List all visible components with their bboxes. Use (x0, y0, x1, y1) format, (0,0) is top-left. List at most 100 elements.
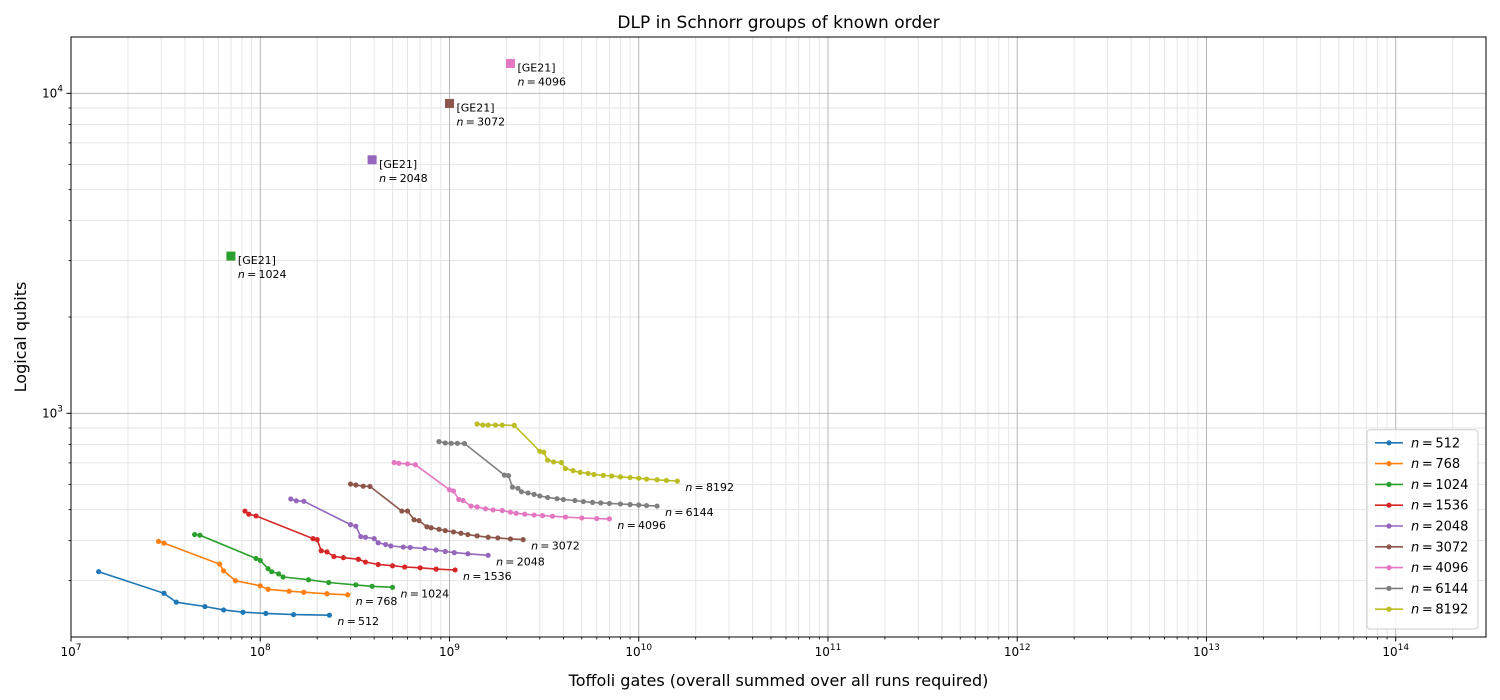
data-point (353, 523, 359, 529)
data-point (617, 501, 623, 507)
data-point (515, 485, 521, 491)
data-point (518, 489, 525, 495)
reference-label: [GE21] (456, 101, 494, 114)
plot-frame (70, 36, 1487, 638)
data-point (265, 566, 271, 572)
reference-marker (226, 251, 236, 261)
data-point (572, 497, 578, 504)
data-point (513, 510, 519, 516)
legend-marker (1386, 440, 1392, 446)
data-point (360, 483, 366, 489)
data-point (96, 569, 102, 575)
data-point (511, 422, 517, 428)
legend-item-4: n = 2048 (1375, 520, 1468, 535)
data-point (562, 465, 569, 472)
data-point (257, 557, 263, 564)
data-point (246, 511, 252, 517)
data-point (570, 468, 576, 474)
series-8: n = 8192 (474, 421, 734, 494)
data-point (450, 529, 457, 535)
data-point (305, 577, 312, 583)
data-point (442, 440, 448, 446)
legend-item-3: n = 1536 (1375, 499, 1468, 514)
data-point (446, 487, 453, 493)
data-point (499, 422, 505, 428)
data-point (263, 610, 269, 617)
data-point (474, 533, 480, 539)
series-line (350, 483, 524, 541)
legend-box (1366, 429, 1479, 630)
data-point (537, 448, 543, 454)
x-tick-label: 1012 (1004, 643, 1031, 659)
data-point (480, 422, 486, 428)
data-point (293, 498, 299, 504)
legend-item-5: n = 3072 (1375, 540, 1468, 555)
legend-label: n = 2048 (1411, 520, 1468, 535)
reference-point-3: [GE21]n = 4096 (505, 58, 566, 88)
data-point (389, 563, 396, 569)
data-point (326, 579, 332, 586)
data-point (525, 490, 531, 496)
data-point (347, 522, 354, 528)
data-point (485, 422, 491, 428)
data-point (345, 592, 351, 598)
data-point (412, 462, 418, 468)
data-point (617, 474, 623, 480)
data-point (674, 478, 680, 484)
legend-item-7: n = 6144 (1375, 582, 1468, 597)
data-point (301, 589, 307, 595)
data-point (549, 513, 556, 519)
data-point (220, 568, 227, 574)
data-point (202, 603, 208, 610)
data-point (468, 503, 474, 509)
data-point (485, 552, 491, 558)
data-point (450, 488, 457, 494)
legend-marker (1386, 481, 1392, 487)
data-point (399, 508, 405, 514)
legend-label: n = 4096 (1411, 561, 1468, 576)
data-point (253, 555, 259, 562)
data-point (454, 440, 460, 446)
x-tick-label: 1010 (625, 643, 652, 659)
y-tick-label: 103 (42, 404, 63, 420)
data-point (288, 496, 294, 502)
data-point (442, 528, 448, 534)
data-point (389, 584, 396, 590)
series-3: n = 1536 (242, 508, 512, 583)
data-point (643, 476, 650, 482)
data-point (358, 533, 364, 540)
reference-points: [GE21]n = 1024[GE21]n = 2048[GE21]n = 30… (226, 58, 566, 281)
series-line (476, 423, 678, 482)
reference-point-0: [GE21]n = 1024 (226, 251, 287, 281)
x-tick-label: 1011 (815, 643, 842, 659)
data-point (331, 553, 337, 560)
data-point (654, 477, 660, 483)
data-point (465, 531, 471, 538)
series-end-label: n = 512 (337, 615, 379, 628)
data-point (161, 590, 167, 596)
series-5: n = 3072 (347, 481, 580, 553)
data-point (375, 561, 381, 568)
data-point (461, 440, 468, 447)
data-point (232, 578, 239, 584)
data-point (324, 591, 330, 597)
series-end-label: n = 3072 (531, 540, 580, 553)
data-point (242, 508, 248, 514)
data-point (509, 484, 515, 490)
data-point (636, 475, 642, 481)
data-point (594, 515, 600, 522)
data-point (474, 504, 480, 510)
data-point (192, 531, 198, 538)
data-point (562, 514, 569, 520)
legend-label: n = 3072 (1411, 540, 1468, 555)
data-point (411, 517, 417, 523)
legend-item-6: n = 4096 (1375, 561, 1468, 576)
data-point (324, 549, 330, 555)
series-1: n = 768 (155, 538, 397, 608)
data-point (558, 459, 564, 466)
data-point (375, 540, 381, 546)
x-tick-label: 108 (250, 643, 271, 659)
data-point (522, 511, 528, 517)
data-point (501, 472, 507, 478)
